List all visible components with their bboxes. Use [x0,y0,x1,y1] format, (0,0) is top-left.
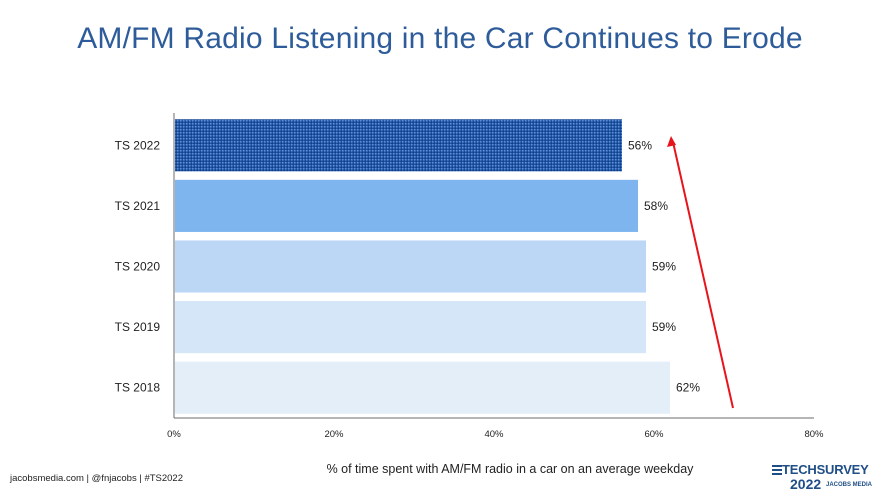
logo-line1: TECHSURVEY [782,462,869,477]
category-label: TS 2022 [115,138,161,152]
bar-ts-2018 [175,361,670,414]
x-tick-label: 60% [644,429,664,440]
trend-arrow-line [672,141,734,409]
x-axis-label: % of time spent with AM/FM radio in a ca… [326,462,694,476]
category-label: TS 2020 [115,260,161,274]
data-label: 59% [652,260,676,274]
trend-arrow-icon [667,136,676,147]
category-label: TS 2018 [115,381,161,395]
bar-ts-2020 [175,240,646,293]
data-label: 56% [628,138,652,152]
logo-line3: JACOBS MEDIA [826,482,873,488]
bar-ts-2019 [175,301,646,354]
x-tick-label: 0% [167,429,181,440]
logo-line2: 2022 [790,476,822,492]
data-label: 62% [676,381,700,395]
x-tick-label: 40% [484,429,504,440]
bar-ts-2022 [175,119,622,172]
techsurvey-logo: TECHSURVEY 2022 JACOBS MEDIA [772,462,872,492]
category-label: TS 2019 [115,320,161,334]
category-label: TS 2021 [115,199,161,213]
footer-links: jacobsmedia.com | @fnjacobs | #TS2022 [10,473,183,484]
data-label: 59% [652,320,676,334]
logo-stripes-icon [772,465,782,477]
data-label: 58% [644,199,668,213]
chart-title: AM/FM Radio Listening in the Car Continu… [77,22,803,55]
x-tick-label: 20% [324,429,344,440]
bar-ts-2021 [175,179,638,232]
x-tick-label: 80% [804,429,824,440]
